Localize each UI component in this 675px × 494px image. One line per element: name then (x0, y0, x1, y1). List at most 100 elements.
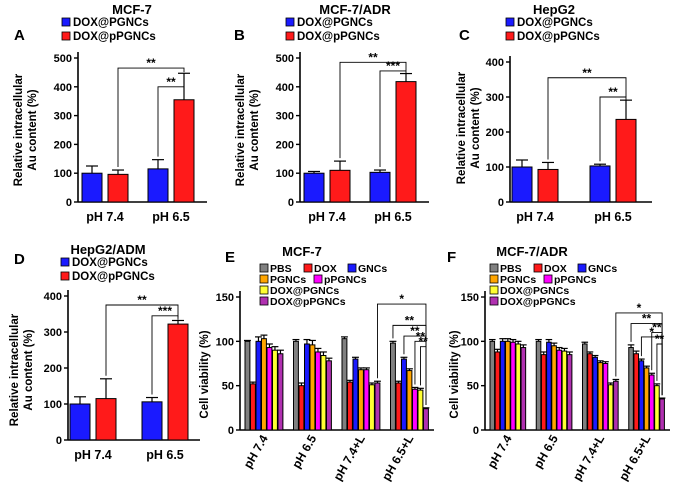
y-tick-label: 400 (486, 57, 504, 69)
y-tick-label: 200 (276, 139, 294, 151)
bar-gncs-3 (401, 358, 407, 431)
y-tick-label: 100 (54, 168, 72, 180)
bar-dox-pgncs-3 (417, 389, 424, 431)
x-tick-label: pH 7.4 (308, 210, 346, 224)
legend-label: pPGNCs (324, 274, 367, 286)
bar-dox-ppgncs-1 (615, 118, 637, 203)
legend-label: DOX@pPGNCs (297, 31, 380, 43)
panel-letter: B (234, 27, 245, 44)
bar-gncs-2 (352, 358, 359, 431)
y-axis-label-line: Au content (%) (27, 89, 39, 170)
y-axis-label-line: Relative intracellular (235, 73, 247, 186)
panel-letter: F (447, 249, 456, 266)
bar-dox-pgncs-1 (589, 165, 611, 203)
bar-dox-2 (347, 381, 353, 431)
y-tick-label: 0 (56, 435, 62, 447)
bar-dox-ppgncs-1 (395, 81, 417, 203)
bar-dox-ppgncs-2 (613, 380, 619, 431)
bar-dox-ppgncs-3 (423, 408, 429, 431)
legend-swatch (303, 263, 313, 273)
bar-pbs-3 (628, 347, 634, 431)
bar-dox-1 (540, 354, 547, 431)
significance-bracket (420, 346, 427, 405)
bar-pbs-1 (535, 340, 542, 431)
y-axis-label-line: Relative intracellular (9, 313, 21, 426)
legend-swatch (259, 274, 269, 284)
bar-pgncs-1 (309, 344, 316, 431)
panel-letter: D (14, 251, 25, 268)
legend-swatch (505, 17, 515, 27)
y-tick-label: 300 (44, 327, 62, 339)
bar-gncs-1 (546, 341, 552, 431)
y-axis-label: Relative intracellular Au content (%) (9, 313, 35, 426)
bar-dox-0 (494, 351, 501, 431)
bar-dox-pgncs-0 (81, 172, 103, 203)
bar-ppgncs-2 (602, 363, 609, 431)
legend-label: DOX@PGNCs (270, 285, 339, 297)
y-tick-label: 100 (44, 399, 62, 411)
bar-dox-pgncs-1 (147, 168, 169, 203)
bar-dox-pgncs-1 (320, 355, 327, 431)
bar-pbs-0 (244, 340, 251, 431)
legend-swatch (543, 274, 553, 284)
y-tick-label: 300 (276, 111, 294, 123)
y-tick-label: 200 (486, 127, 504, 139)
legend-label: DOX@PGNCs (517, 17, 593, 29)
panel-a: A MCF-7 Relative intracellular Au content (… (13, 2, 207, 224)
bar-dox-1 (298, 385, 305, 431)
panel-title: HepG2/ADM (70, 242, 145, 257)
significance-label: ** (419, 335, 429, 349)
significance-bracket (599, 96, 627, 162)
bar-pgncs-3 (643, 367, 650, 431)
legend-label: PBS (500, 263, 522, 275)
legend-swatch (61, 31, 71, 41)
significance-label: *** (158, 304, 172, 318)
legend-label: DOX@PGNCs (73, 17, 149, 29)
panel-e: E MCF-7 Cell viability (%) 0 50 100 150 pH 7.4 p… (199, 244, 434, 483)
significance-bracket (656, 343, 663, 396)
panel-title: HepG2 (533, 2, 575, 17)
significance-label: ** (146, 56, 156, 70)
legend-label: GNCs (358, 263, 387, 275)
y-tick-label: 500 (276, 53, 294, 65)
bar-ppgncs-3 (412, 388, 418, 431)
bar-ppgncs-1 (315, 351, 321, 431)
bar-dox-ppgncs-0 (537, 168, 559, 203)
legend-label: DOX (314, 263, 337, 275)
legend-label: pPGNCs (554, 274, 597, 286)
x-tick-label: pH 7.4 (485, 432, 515, 470)
legend-swatch (259, 263, 269, 273)
y-tick-label: 0 (473, 425, 479, 437)
x-tick-label: pH 7.4+L (570, 433, 607, 484)
y-tick-label: 150 (216, 292, 234, 304)
y-tick-label: 50 (222, 381, 234, 393)
significance-label: ** (166, 75, 176, 89)
significance-label: ** (137, 293, 147, 307)
y-tick-label: 300 (54, 111, 72, 123)
y-axis-label: Cell viability (%) (199, 330, 211, 418)
panel-letter: C (459, 27, 470, 44)
legend-swatch (489, 285, 499, 295)
bar-dox-pgncs-0 (515, 343, 521, 431)
bar-dox-pgncs-0 (303, 172, 325, 203)
bar-dox-2 (587, 353, 593, 431)
bar-pgncs-2 (358, 369, 364, 431)
bar-dox-pgncs-3 (654, 385, 660, 431)
bar-dox-ppgncs-0 (520, 347, 527, 431)
significance-bracket (117, 67, 185, 168)
legend-label: PGNCs (500, 274, 536, 286)
bar-dox-pgncs-2 (369, 384, 375, 431)
legend-label: DOX@PGNCs (500, 285, 569, 297)
bar-dox-pgncs-1 (141, 401, 163, 441)
legend-label: DOX@pPGNCs (500, 296, 576, 308)
significance-label: ** (368, 50, 378, 64)
bar-dox-ppgncs-1 (326, 360, 332, 431)
bar-dox-pgncs-1 (369, 171, 391, 203)
bar-dox-ppgncs-0 (107, 173, 129, 203)
significance-label: * (649, 325, 654, 339)
legend-label: DOX@pPGNCs (270, 296, 346, 308)
x-tick-label: pH 6.5 (146, 448, 184, 462)
bar-pgncs-3 (406, 370, 413, 431)
bar-ppgncs-3 (648, 374, 655, 431)
x-tick-label: pH 6.5+L (379, 433, 416, 484)
